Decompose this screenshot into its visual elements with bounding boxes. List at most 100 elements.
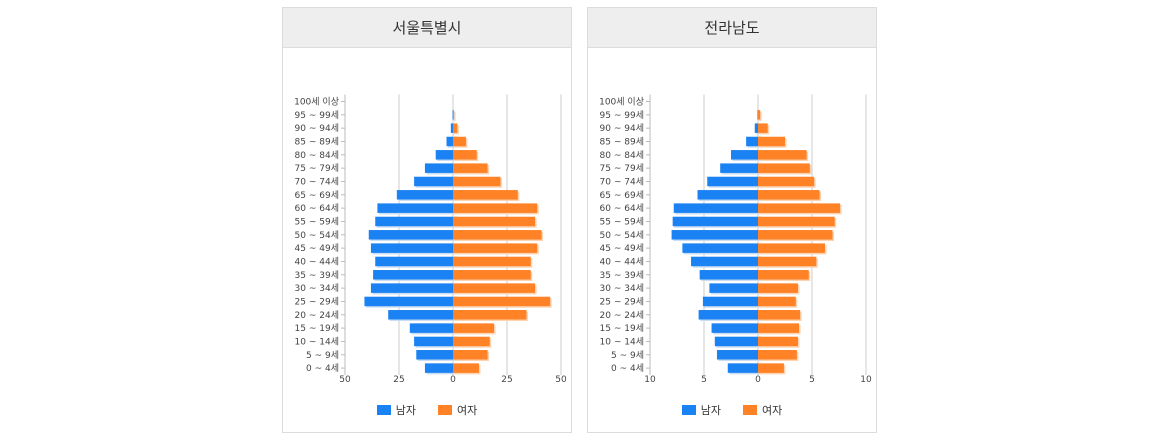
bar-female[interactable] [758, 230, 833, 240]
bar-male[interactable] [707, 176, 758, 187]
bar-female[interactable] [758, 176, 815, 187]
bar-male[interactable] [414, 336, 453, 347]
bar-female[interactable] [758, 296, 796, 307]
bar-female[interactable] [758, 190, 820, 200]
bar-female[interactable] [758, 123, 768, 133]
legend-swatch-male [376, 405, 391, 415]
bar-male[interactable] [731, 150, 758, 160]
bar-male[interactable] [714, 336, 758, 347]
bar-male[interactable] [375, 216, 453, 227]
y-tick-label: 70 ~ 74세 [295, 176, 339, 187]
bar-female[interactable] [453, 256, 531, 267]
x-tick-label: 25 [393, 375, 404, 385]
bar-female[interactable] [453, 216, 536, 227]
bar-female[interactable] [453, 163, 488, 173]
bar-male[interactable] [757, 110, 758, 120]
bar-female[interactable] [758, 363, 784, 373]
bar-male[interactable] [716, 350, 758, 360]
bar-male[interactable] [697, 190, 758, 200]
bar-female[interactable] [453, 350, 488, 360]
bar-male[interactable] [396, 190, 453, 200]
bar-female[interactable] [453, 270, 531, 280]
y-tick-label: 35 ~ 39세 [600, 270, 644, 281]
bar-male[interactable] [414, 176, 453, 187]
pyramid-panel-jeonnam: 전라남도 100세 이상 95 ~ 99세 90 ~ 94세 85 ~ 89세 80 ~… [587, 7, 877, 433]
bar-female[interactable] [453, 230, 542, 240]
bar-male[interactable] [702, 296, 758, 307]
bar-male[interactable] [370, 283, 453, 293]
bar-female[interactable] [453, 203, 538, 213]
x-tick-label: 10 [644, 375, 656, 385]
bar-male[interactable] [746, 136, 758, 147]
bar-male[interactable] [435, 150, 453, 160]
bar-male[interactable] [364, 296, 453, 307]
y-tick-label: 90 ~ 94세 [600, 123, 644, 134]
bar-male[interactable] [671, 230, 758, 240]
bar-male[interactable] [709, 283, 758, 293]
legend-item-female[interactable]: 여자 [743, 402, 782, 418]
y-tick-label: 65 ~ 69세 [600, 190, 644, 201]
y-tick-label: 15 ~ 19세 [600, 323, 644, 334]
bar-female[interactable] [453, 243, 538, 253]
bar-female[interactable] [758, 136, 785, 147]
bar-female[interactable] [758, 110, 761, 120]
y-tick-label: 55 ~ 59세 [295, 216, 339, 227]
bar-female[interactable] [758, 203, 841, 213]
bar-female[interactable] [758, 310, 801, 320]
bar-male[interactable] [373, 270, 453, 280]
legend-item-female[interactable]: 여자 [438, 402, 477, 418]
bar-female[interactable] [758, 163, 810, 173]
bar-female[interactable] [758, 323, 800, 333]
bar-male[interactable] [409, 323, 453, 333]
bar-female[interactable] [758, 350, 797, 360]
legend-item-male[interactable]: 남자 [681, 402, 721, 418]
bar-female[interactable] [453, 283, 536, 293]
y-tick-label: 50 ~ 54세 [600, 230, 644, 241]
bar-male[interactable] [388, 310, 453, 320]
y-tick-label: 95 ~ 99세 [600, 110, 644, 121]
bar-female[interactable] [453, 310, 527, 320]
y-tick-label: 35 ~ 39세 [295, 270, 339, 281]
bar-male[interactable] [754, 123, 758, 133]
bar-male[interactable] [450, 123, 453, 133]
bar-female[interactable] [758, 216, 835, 227]
bar-female[interactable] [758, 243, 825, 253]
y-tick-label: 40 ~ 44세 [295, 256, 339, 267]
bar-female[interactable] [453, 323, 495, 333]
bar-female[interactable] [758, 336, 798, 347]
bar-male[interactable] [370, 243, 453, 253]
bar-female[interactable] [758, 270, 809, 280]
bar-male[interactable] [377, 203, 453, 213]
bar-male[interactable] [698, 310, 758, 320]
bar-female[interactable] [453, 336, 490, 347]
bar-male[interactable] [691, 256, 758, 267]
y-tick-label: 10 ~ 14세 [600, 336, 644, 347]
bar-male[interactable] [368, 230, 453, 240]
bar-female[interactable] [453, 190, 518, 200]
bar-male[interactable] [699, 270, 758, 280]
y-tick-label: 20 ~ 24세 [600, 310, 644, 321]
bar-female[interactable] [758, 150, 807, 160]
bar-male[interactable] [416, 350, 453, 360]
bar-male[interactable] [424, 363, 453, 373]
bar-female[interactable] [453, 110, 455, 120]
bar-female[interactable] [758, 256, 817, 267]
bar-male[interactable] [375, 256, 453, 267]
bar-male[interactable] [711, 323, 758, 333]
bar-male[interactable] [720, 163, 758, 173]
bar-female[interactable] [453, 176, 501, 187]
bar-male[interactable] [424, 163, 453, 173]
bar-male[interactable] [673, 203, 758, 213]
bar-female[interactable] [453, 123, 458, 133]
legend-item-male[interactable]: 남자 [376, 402, 416, 418]
bar-female[interactable] [453, 150, 477, 160]
bar-male[interactable] [727, 363, 758, 373]
bar-male[interactable] [682, 243, 758, 253]
bar-female[interactable] [453, 363, 479, 373]
bar-shadow-female [454, 111, 456, 122]
bar-female[interactable] [453, 136, 466, 147]
bar-female[interactable] [758, 283, 798, 293]
bar-male[interactable] [446, 136, 453, 147]
bar-female[interactable] [453, 296, 551, 307]
bar-male[interactable] [672, 216, 758, 227]
